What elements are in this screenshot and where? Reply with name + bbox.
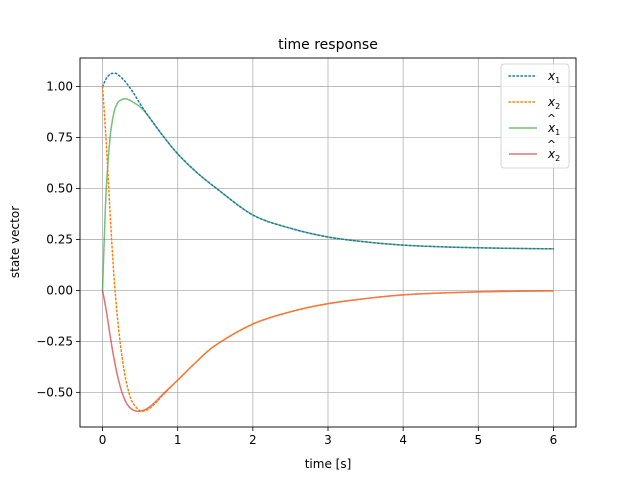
- chart-title: time response: [278, 37, 378, 53]
- x-tick-label: 6: [550, 433, 558, 447]
- x-tick-label: 1: [174, 433, 182, 447]
- y-tick-label: 0.50: [46, 181, 73, 195]
- series-line-x1: [101, 72, 555, 250]
- x-axis-label: time [s]: [305, 457, 352, 471]
- y-tick-label: 0.00: [46, 283, 73, 297]
- y-tick-label: 0.75: [46, 131, 73, 145]
- x-tick-label: 2: [249, 433, 257, 447]
- y-tick-label: −0.25: [36, 334, 73, 348]
- x-tick-label: 5: [474, 433, 482, 447]
- x-tick-label: 4: [399, 433, 407, 447]
- y-axis-label: state vector: [8, 206, 22, 278]
- y-tick-label: 1.00: [46, 80, 73, 94]
- y-tick-label: 0.25: [46, 232, 73, 246]
- grid: [80, 58, 576, 427]
- y-tick-label: −0.50: [36, 385, 73, 399]
- ticks: 0 1 2 3 4 5 6 −0.50 −0.25 0.00 0.25 0.50 0.75 1.00: [36, 80, 557, 447]
- series-layer: [101, 72, 555, 413]
- legend-hat-mark: ^: [547, 112, 556, 125]
- legend-box: [500, 63, 570, 169]
- series-line-x2: [101, 85, 555, 412]
- x-tick-label: 0: [99, 433, 107, 447]
- legend-hat-mark: ^: [547, 138, 556, 151]
- x-tick-label: 3: [324, 433, 332, 447]
